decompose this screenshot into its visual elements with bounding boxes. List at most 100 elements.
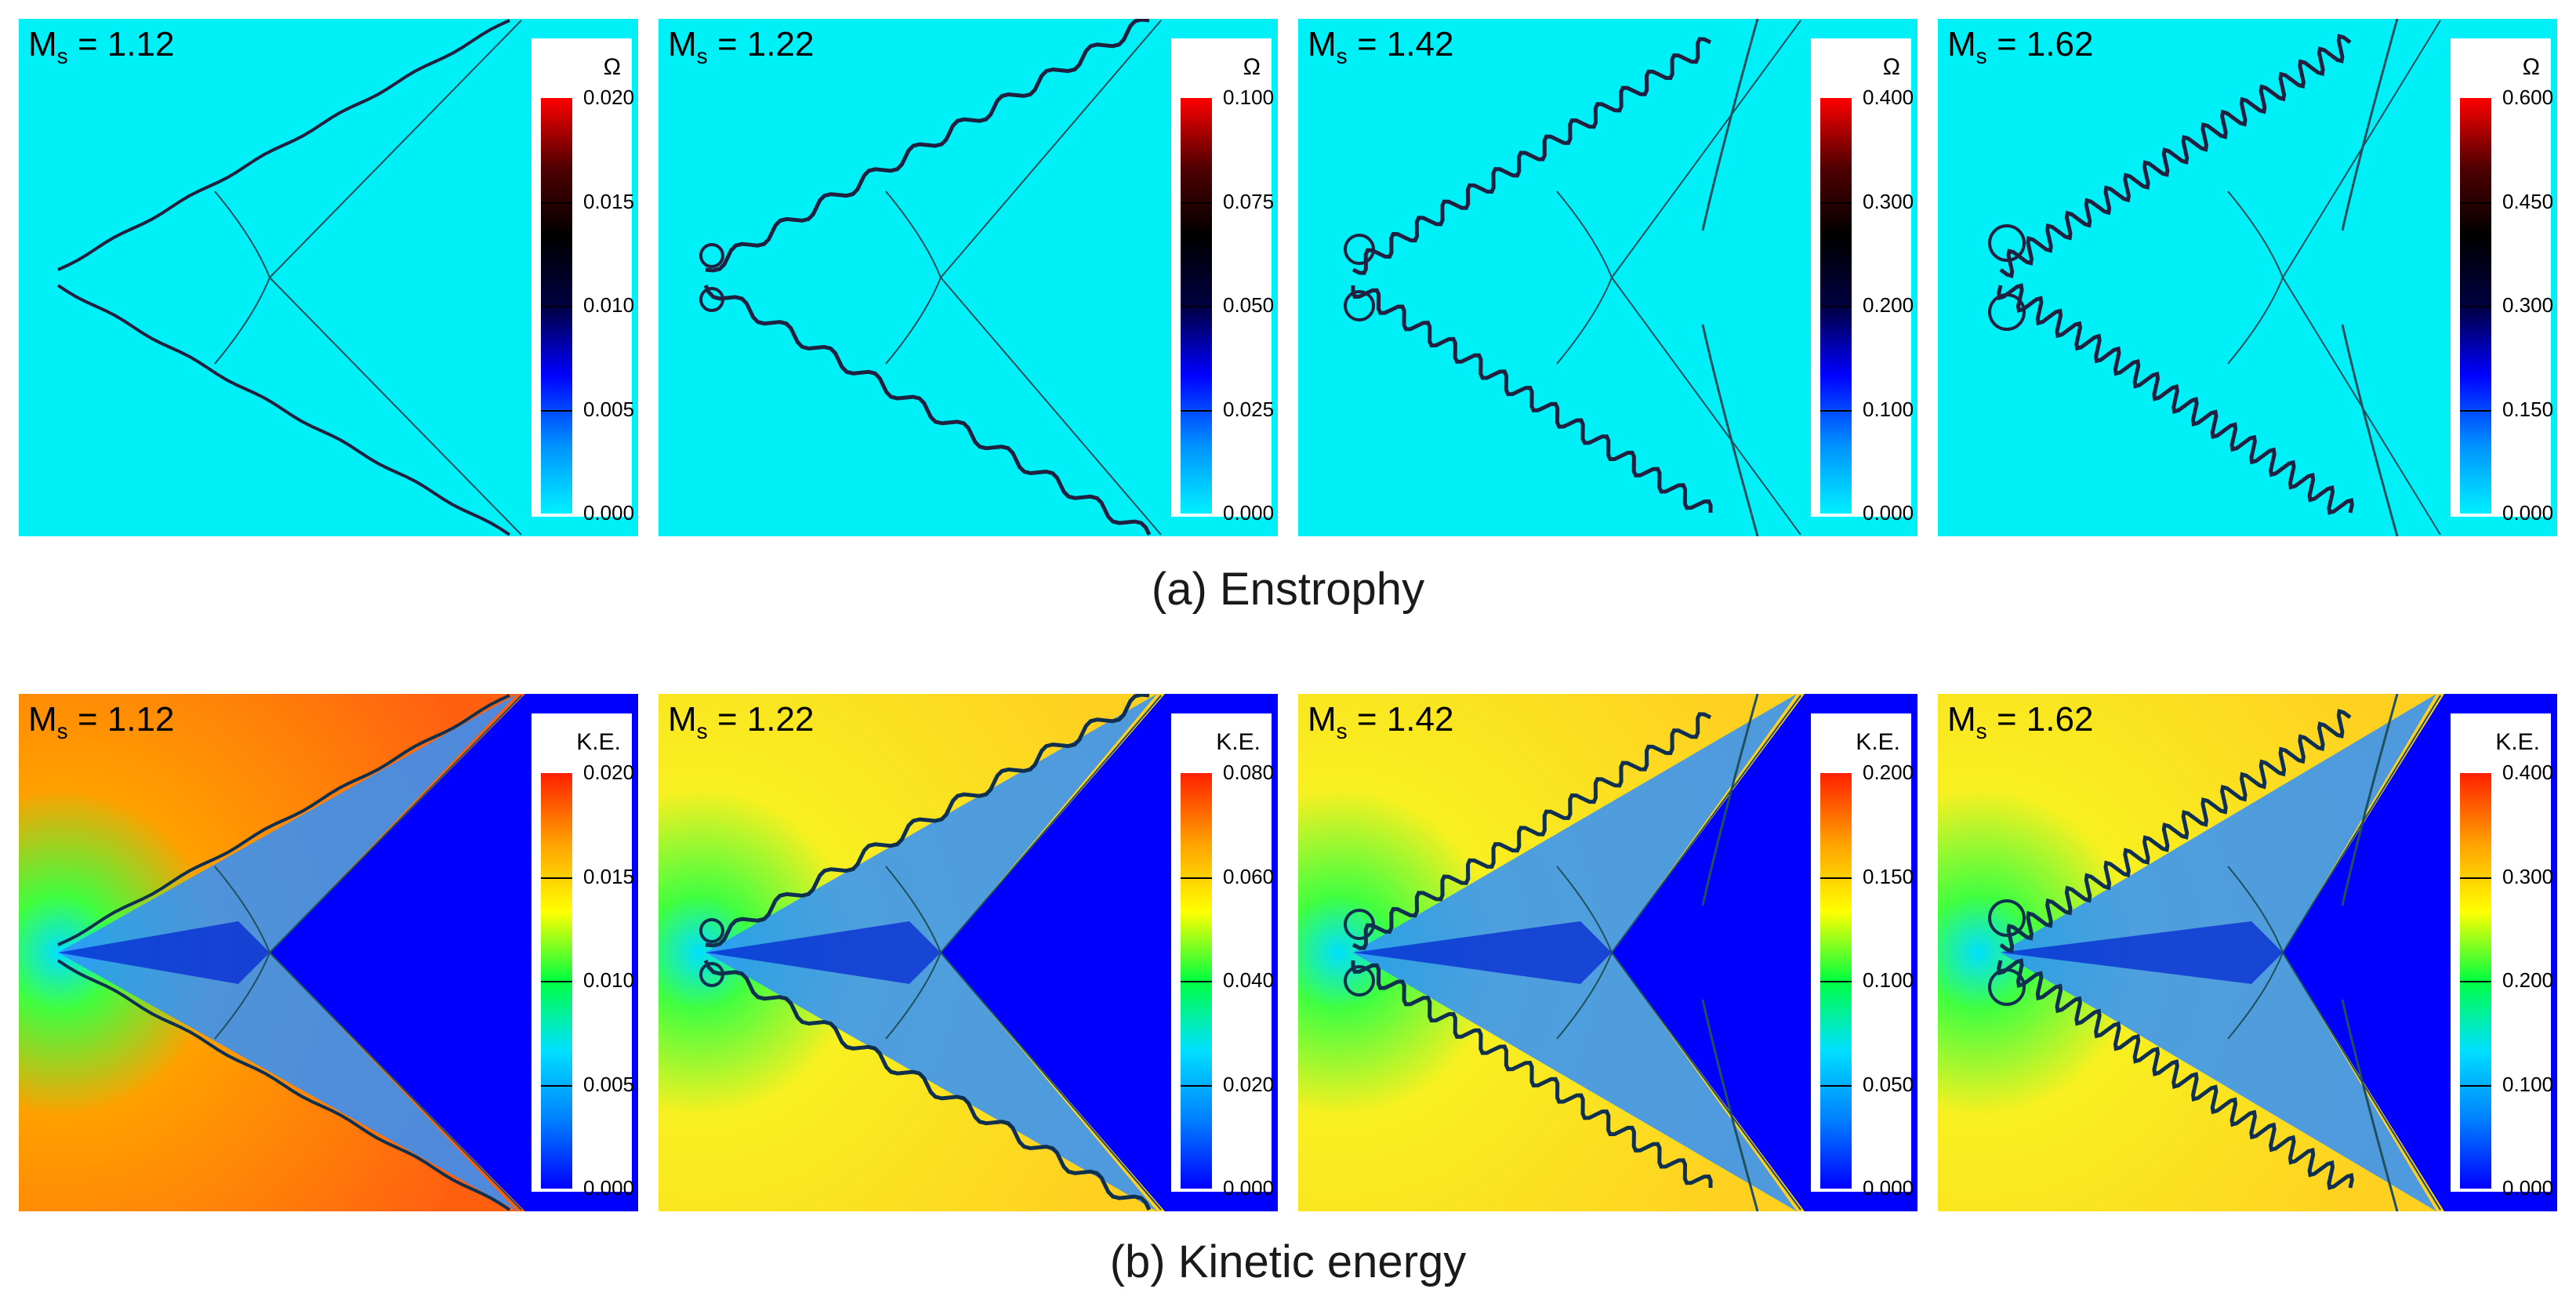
legend-title: K.E.	[1216, 729, 1261, 755]
mach-number-label: Ms = 1.42	[1308, 25, 1453, 69]
mach-symbol: M	[1308, 700, 1337, 739]
kinetic-energy-panel-4: Ms = 1.62 K.E. 0.400 0.300 0.200 0.100 0.000	[1938, 694, 2557, 1211]
enstrophy-panel-1: Ms = 1.12 Ω 0.020 0.015 0.010 0.005 0.000	[19, 19, 638, 536]
mach-value: = 1.42	[1347, 25, 1454, 64]
legend-tick-mark	[541, 1084, 572, 1087]
upper-shear-layer	[705, 694, 1150, 948]
contour-field	[1298, 19, 1805, 536]
post-shock-region	[1612, 694, 1805, 1211]
mach-symbol: M	[28, 700, 57, 739]
contour-field	[1938, 694, 2444, 1211]
lower-shear-layer	[1997, 283, 2354, 515]
legend-tick-mark	[1820, 877, 1852, 879]
mach-subscript: s	[696, 718, 708, 743]
lower-shock-line	[269, 277, 522, 536]
legend-tick-label: 0.015	[583, 864, 635, 888]
vortex-roll	[1344, 234, 1375, 265]
legend-tick-label: 0.050	[1223, 293, 1275, 317]
caption-enstrophy: (a) Enstrophy	[1151, 564, 1425, 615]
legend-tick-label: 0.005	[583, 397, 635, 421]
contour-field	[19, 694, 525, 1211]
upper-shock-line	[269, 695, 522, 953]
legend-tick-label: 0.015	[583, 189, 635, 213]
legend-tick-mark	[541, 877, 572, 879]
color-legend: K.E. 0.080 0.060 0.040 0.020 0.000	[1171, 713, 1275, 1200]
legend-tick-label: 0.200	[2502, 968, 2554, 992]
bow-shock-upper	[1701, 694, 1759, 906]
legend-tick-label: 0.100	[1863, 968, 1914, 992]
legend-tick-label: 0.100	[1223, 85, 1275, 109]
legend-tick-mark	[1181, 981, 1212, 982]
lower-shock-line	[269, 952, 522, 1211]
enstrophy-panel-2: Ms = 1.22 Ω 0.100 0.075 0.050 0.025 0.000	[659, 19, 1278, 536]
legend-title: K.E.	[1856, 729, 1900, 755]
reflected-shock	[1556, 866, 1613, 1040]
legend-tick-mark	[2460, 201, 2491, 204]
bow-shock-lower	[2341, 999, 2399, 1211]
bow-shock-upper	[2341, 694, 2399, 906]
lower-shock-line	[1611, 952, 1801, 1211]
mach-symbol: M	[28, 25, 57, 64]
legend-tick-label: 0.600	[2502, 85, 2554, 109]
legend-tick-mark	[1820, 306, 1852, 307]
mach-value: = 1.12	[67, 700, 175, 739]
upper-shear-layer	[1999, 709, 2352, 953]
mach-symbol: M	[1947, 700, 1976, 739]
vortex-roll	[1344, 290, 1375, 321]
legend-tick-label: 0.400	[2502, 761, 2554, 784]
mach-subscript: s	[56, 43, 68, 68]
legend-title: Ω	[603, 54, 621, 80]
mach-subscript: s	[1336, 718, 1348, 743]
lower-shear-layer	[1997, 958, 2354, 1190]
vortex-roll	[1988, 293, 2026, 331]
legend-tick-label: 0.450	[2502, 189, 2554, 213]
legend-tick-label: 0.000	[1863, 501, 1914, 525]
caption-kinetic-energy: (b) Kinetic energy	[1109, 1236, 1467, 1287]
legend-tick-label: 0.010	[583, 968, 635, 992]
lower-shear-layer	[703, 959, 1152, 1211]
upper-shock-line	[940, 20, 1162, 278]
lower-shear-layer	[1351, 285, 1713, 514]
core-region	[58, 921, 270, 984]
legend-tick-mark	[541, 981, 572, 982]
upper-shear-layer	[705, 19, 1150, 273]
mach-value: = 1.62	[1986, 700, 2094, 739]
lower-shear-layer	[56, 284, 511, 536]
legend-tick-label: 0.040	[1223, 968, 1275, 992]
vortex-roll	[1988, 968, 2026, 1006]
core-region	[1353, 921, 1612, 984]
legend-tick-label: 0.400	[1863, 85, 1914, 109]
lower-shear-layer	[56, 959, 511, 1211]
mach-subscript: s	[1976, 43, 1987, 68]
legend-tick-mark	[1820, 981, 1852, 982]
field-background	[19, 19, 525, 536]
mach-symbol: M	[1947, 25, 1976, 64]
mach-symbol: M	[668, 700, 697, 739]
mach-number-label: Ms = 1.42	[1308, 700, 1453, 744]
mach-number-label: Ms = 1.22	[668, 700, 814, 744]
core-region	[2001, 921, 2283, 984]
contour-field	[1298, 694, 1805, 1211]
upper-shear-layer	[57, 694, 510, 946]
reflected-shock	[2227, 191, 2284, 365]
legend-tick-mark	[2460, 306, 2491, 307]
mach-symbol: M	[1308, 25, 1337, 64]
legend-title: K.E.	[576, 729, 621, 755]
mach-symbol: M	[668, 25, 697, 64]
legend-tick-mark	[541, 201, 572, 204]
legend-tick-label: 0.005	[583, 1072, 635, 1096]
legend-title: Ω	[1243, 54, 1261, 80]
legend-tick-mark	[2460, 981, 2491, 982]
vortex-roll	[699, 962, 724, 987]
post-shock-region	[270, 694, 525, 1211]
mach-subscript: s	[696, 43, 708, 68]
legend-tick-label: 0.000	[1223, 1176, 1275, 1200]
mach-number-label: Ms = 1.12	[28, 25, 174, 69]
legend-tick-mark	[2460, 409, 2491, 412]
legend-tick-label: 0.020	[1223, 1072, 1275, 1096]
vortex-roll	[699, 287, 724, 312]
mach-number-label: Ms = 1.22	[668, 25, 814, 69]
lower-shock-line	[1611, 277, 1801, 536]
legend-tick-label: 0.025	[1223, 397, 1275, 421]
legend-tick-label: 0.300	[2502, 293, 2554, 317]
